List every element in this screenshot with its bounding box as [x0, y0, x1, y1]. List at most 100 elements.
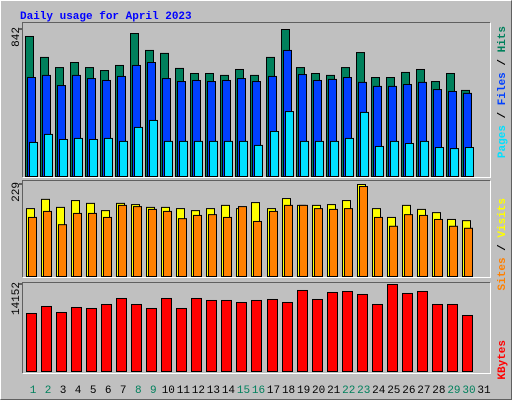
bar [450, 148, 459, 178]
legend-entry: Hits [497, 26, 509, 52]
x-tick-label: 1 [30, 385, 37, 397]
bar [435, 147, 444, 177]
x-tick-label: 20 [312, 385, 325, 397]
bar [417, 290, 428, 373]
bar [330, 140, 339, 178]
bar [405, 143, 414, 177]
bar [41, 305, 52, 373]
panel-edge-light [22, 282, 491, 374]
chart-title: Daily usage for April 2023 [20, 11, 192, 23]
y-tick-label: 229 [11, 182, 23, 202]
legend-separator: / [497, 238, 509, 258]
bar [191, 297, 202, 372]
x-tick-label: 10 [162, 385, 175, 397]
legend-entry: Visits [497, 198, 509, 238]
bar [327, 291, 338, 372]
bar [449, 225, 458, 278]
x-tick-label: 13 [207, 385, 220, 397]
x-tick-label: 21 [327, 385, 341, 397]
bar [146, 307, 157, 372]
bar [104, 137, 113, 177]
bar [134, 126, 143, 177]
bar [163, 210, 172, 278]
x-tick-label: 12 [192, 385, 205, 397]
bar [297, 289, 308, 373]
bar [176, 307, 187, 372]
x-tick-label: 29 [447, 385, 460, 397]
bar [462, 314, 473, 372]
x-tick-label: 5 [90, 385, 97, 397]
legend: KBytes [497, 340, 509, 380]
x-tick-label: 28 [432, 385, 445, 397]
bar [56, 311, 67, 372]
bar [465, 147, 474, 177]
bar [179, 140, 188, 178]
bar [148, 208, 157, 277]
bar [389, 225, 398, 278]
bar [329, 208, 338, 277]
x-tick-label: 25 [387, 385, 400, 397]
x-tick-label: 14 [222, 385, 236, 397]
bar [29, 141, 38, 177]
bar [161, 297, 172, 372]
bar [372, 303, 383, 372]
panel-edge-light [22, 22, 491, 178]
bar [164, 140, 173, 178]
bar [342, 290, 353, 373]
bar [209, 140, 218, 178]
x-tick-label: 26 [402, 385, 415, 397]
bar [374, 216, 383, 278]
y-tick-label: 842 [11, 27, 23, 47]
bar [208, 214, 217, 277]
bar [404, 214, 413, 277]
x-tick-label: 7 [120, 385, 127, 397]
bar [312, 298, 323, 372]
bar [26, 312, 37, 372]
bar [44, 133, 53, 177]
x-tick-label: 17 [267, 385, 280, 397]
bar [419, 214, 428, 277]
bar [270, 130, 279, 177]
bar [300, 140, 309, 178]
bar [238, 206, 247, 277]
legend: Pages / Files / Hits [497, 26, 509, 158]
bar [253, 220, 262, 277]
bar [315, 140, 324, 178]
x-tick-label: 8 [135, 385, 142, 397]
x-tick-label: 24 [372, 385, 386, 397]
x-tick-label: 15 [237, 385, 250, 397]
bar [224, 140, 233, 178]
bar [149, 119, 158, 178]
legend-separator: / [497, 105, 509, 125]
bar [357, 293, 368, 373]
bar [432, 303, 443, 372]
bar [251, 299, 262, 373]
bar [420, 140, 429, 178]
bar [402, 292, 413, 373]
x-tick-label: 31 [477, 385, 491, 397]
bar [360, 111, 369, 177]
x-tick-label: 6 [105, 385, 112, 397]
bar [71, 306, 82, 372]
x-tick-label: 30 [462, 385, 475, 397]
bar [73, 212, 82, 277]
x-tick-label: 2 [45, 385, 52, 397]
bar [193, 214, 202, 277]
bar [223, 216, 232, 278]
bar [314, 208, 323, 277]
legend-separator: / [497, 52, 509, 72]
bar [359, 186, 368, 277]
bar [267, 298, 278, 372]
bar [447, 303, 458, 372]
panel-edge-dark [22, 22, 491, 178]
x-tick-label: 9 [150, 385, 157, 397]
x-tick-label: 16 [252, 385, 265, 397]
bar [194, 140, 203, 178]
bar [269, 210, 278, 278]
bar [206, 299, 217, 373]
x-tick-label: 23 [357, 385, 370, 397]
x-tick-label: 18 [282, 385, 295, 397]
bar [28, 216, 37, 278]
